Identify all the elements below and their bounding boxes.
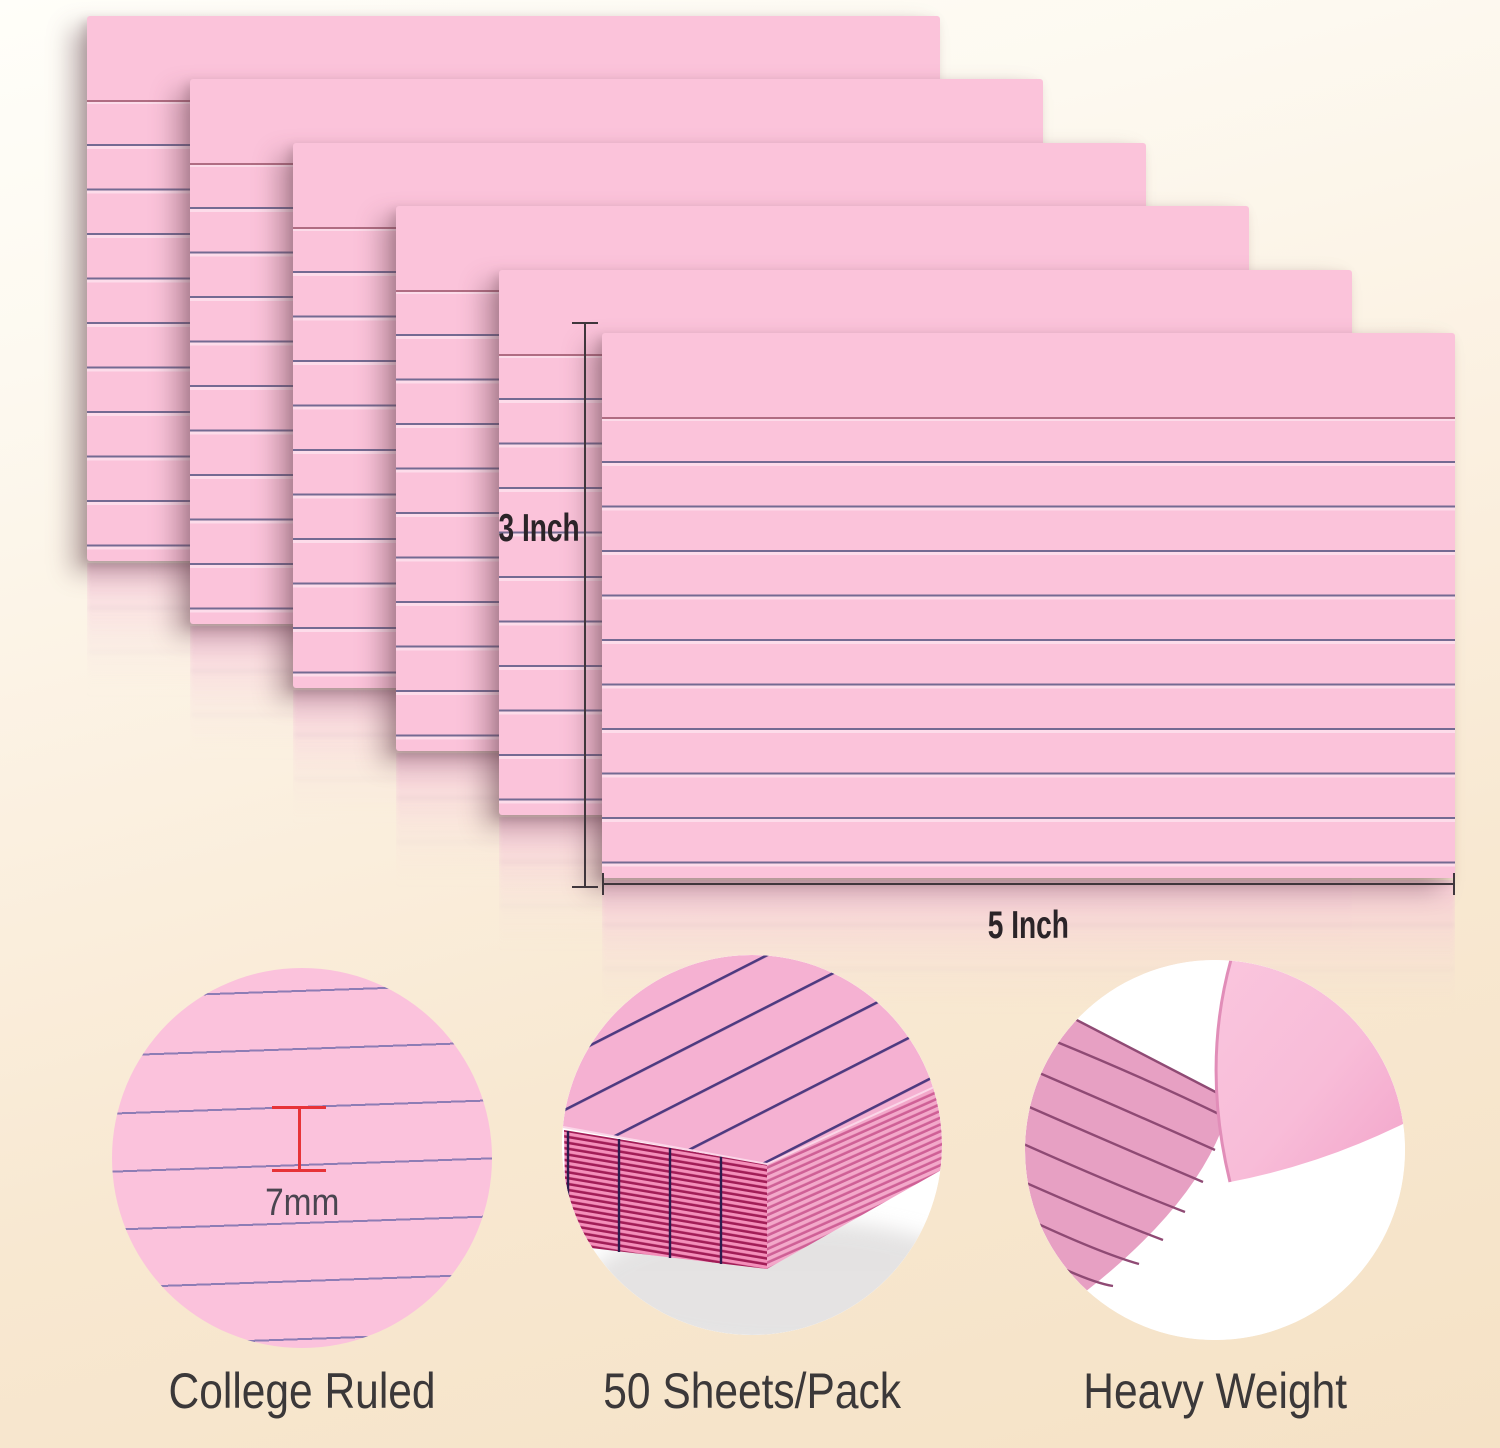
width-dimension-label: 5 Inch [602,906,1455,945]
college-ruled-detail-circle: 7mm [112,968,492,1348]
height-dimension-label: 3 Inch [420,509,580,548]
height-dimension-text: 3 Inch [498,507,580,550]
feature-caption-text: College Ruled [168,1363,436,1419]
line-spacing-value: 7mm [112,1182,492,1225]
feature-caption: 50 Sheets/Pack [492,1364,1012,1419]
height-dimension-line [572,322,598,888]
feature-caption: Heavy Weight [955,1364,1475,1419]
card-stack-illustration [562,955,942,1335]
width-dimension-line [602,873,1455,895]
line-spacing-marker-icon [272,1106,326,1172]
width-dimension-text: 5 Inch [987,904,1070,947]
heavy-weight-detail-circle [1025,960,1405,1340]
line-spacing-text: 7mm [264,1182,340,1224]
feature-caption-text: 50 Sheets/Pack [603,1363,901,1419]
sheets-pack-detail-circle [562,955,942,1335]
index-card-front [602,333,1455,878]
feature-caption: College Ruled [42,1364,562,1419]
feature-caption-text: Heavy Weight [1083,1363,1347,1419]
curled-card-illustration [1025,960,1405,1340]
